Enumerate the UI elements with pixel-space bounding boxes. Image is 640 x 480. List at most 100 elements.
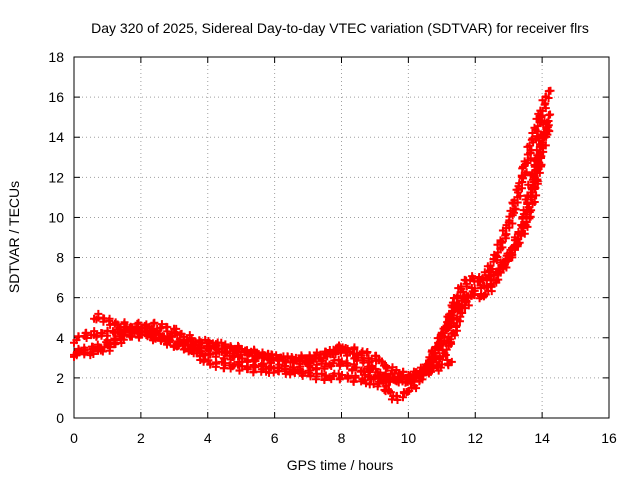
data-point [447,329,456,338]
data-point [528,169,537,178]
data-point [503,257,512,266]
data-point [266,356,275,365]
data-point [378,357,387,366]
data-point [384,377,393,386]
data-point [514,182,523,191]
data-point [481,290,490,299]
data-point [362,348,371,357]
data-point [520,157,529,166]
data-point [526,188,535,197]
data-point [349,377,358,386]
x-tick-label: 10 [401,430,417,446]
chart-title: Day 320 of 2025, Sidereal Day-to-day VTE… [91,20,589,36]
data-point [171,328,180,337]
data-point [367,375,376,384]
data-point [291,355,300,364]
data-point [106,343,115,352]
data-point [532,114,541,123]
data-point [236,350,245,359]
data-point [368,363,377,372]
data-point [506,206,515,215]
data-point [205,341,214,350]
data-point [235,366,244,375]
data-point [82,334,91,343]
data-point [274,353,283,362]
series-markers [70,86,555,404]
data-point [211,362,220,371]
data-point [536,106,545,115]
y-tick-labels: 0 2 4 6 8 10 12 14 16 18 [48,49,64,426]
data-point [162,322,171,331]
data-point [150,318,159,327]
data-point [514,229,523,238]
data-point [446,310,455,319]
data-point [177,329,186,338]
x-tick-labels: 0 2 4 6 8 10 12 14 16 [70,430,617,446]
data-point [111,318,120,327]
data-point [315,353,324,362]
data-point [544,111,553,120]
data-point [115,323,124,332]
data-point [110,340,119,349]
data-point [458,303,467,312]
data-point [343,351,352,360]
data-point [469,290,478,299]
data-point [533,122,542,131]
data-point [402,373,411,382]
data-point [338,343,347,352]
data-point [531,154,540,163]
data-point [327,375,336,384]
x-tick-label: 4 [204,430,212,446]
data-point [306,371,315,380]
data-point [446,335,455,344]
data-point [522,218,531,227]
data-point [105,316,114,325]
data-point [489,271,498,280]
data-point [392,391,401,400]
data-point [212,341,221,350]
data-point [500,261,509,270]
data-point [429,349,438,358]
data-point [122,324,131,333]
data-point [320,362,329,371]
data-point [456,312,465,321]
data-point [400,389,409,398]
data-point [517,220,526,229]
data-point [302,356,311,365]
data-point [516,191,525,200]
data-point [215,347,224,356]
data-point [539,128,548,137]
data-point [127,327,136,336]
data-point [405,386,414,395]
data-point [508,244,517,253]
y-tick-label: 10 [48,209,64,225]
data-point [440,323,449,332]
data-point [312,348,321,357]
data-point [221,359,230,368]
data-point [197,338,206,347]
data-point [320,375,329,384]
data-point [154,329,163,338]
data-point [81,329,90,338]
y-tick-label: 14 [48,129,64,145]
data-point [525,203,534,212]
data-point [536,140,545,149]
data-point [519,206,528,215]
data-point [351,373,360,382]
data-point [530,198,539,207]
data-point [361,379,370,388]
y-tick-label: 4 [56,330,64,346]
x-tick-label: 14 [534,430,550,446]
data-point [126,332,135,341]
data-point [505,216,514,225]
data-point [541,92,550,101]
data-point [493,240,502,249]
data-point [235,358,244,367]
data-point [296,365,305,374]
x-tick-label: 12 [467,430,483,446]
data-point [519,162,528,171]
data-point [159,332,168,341]
data-point [283,352,292,361]
